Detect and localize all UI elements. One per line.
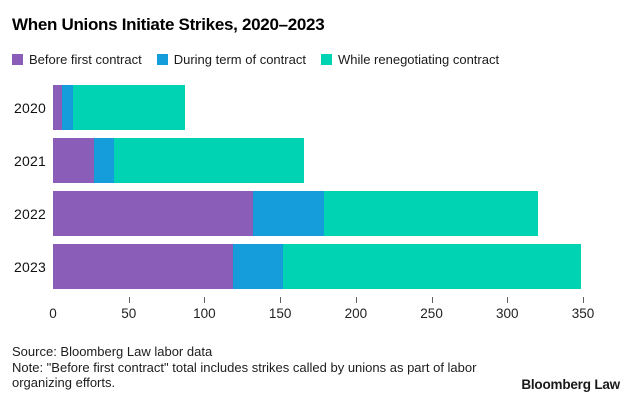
tick-label: 150: [268, 306, 292, 321]
bar-segment: [233, 244, 284, 289]
tick-label: 100: [193, 306, 216, 321]
year-label: 2020: [14, 99, 46, 116]
legend-item: Before first contract: [12, 52, 142, 67]
bar-segment: [252, 191, 325, 236]
bar-track: [53, 138, 583, 183]
chart-row: 2022: [12, 191, 633, 236]
bar-segment: [53, 85, 63, 130]
legend-label: During term of contract: [173, 52, 306, 67]
tick-label: 350: [571, 306, 595, 321]
legend-item: During term of contract: [156, 52, 306, 67]
bar-segment: [324, 191, 538, 236]
bar-segment: [72, 85, 185, 130]
tick-mark: [128, 297, 130, 303]
tick-label: 0: [49, 306, 57, 321]
legend-swatch-icon: [12, 54, 23, 65]
bar-segment: [283, 244, 582, 289]
source-text: Source: Bloomberg Law labor data: [12, 344, 213, 359]
tick-label: 250: [420, 306, 443, 321]
bar-segment: [113, 138, 305, 183]
chart-title: When Unions Initiate Strikes, 2020–2023: [12, 15, 325, 34]
tick-mark: [355, 297, 357, 303]
bar-segment: [53, 244, 234, 289]
x-axis: 0 50 100 150 200 250 300 350: [49, 289, 594, 323]
bar-segment: [62, 85, 73, 130]
tick-mark: [583, 297, 584, 303]
tick-mark: [507, 297, 509, 303]
tick-mark: [280, 297, 282, 303]
bloomberg-law-logo: Bloomberg Law: [521, 377, 620, 392]
footer: Source: Bloomberg Law labor data Note: "…: [12, 344, 621, 391]
legend-item: While renegotiating contract: [320, 52, 500, 67]
tick-label: 50: [121, 306, 137, 321]
year-label: 2023: [14, 258, 46, 275]
bar-track: [53, 85, 583, 130]
bar-chart: 2020 2021 2022 2023: [12, 85, 633, 289]
chart-row: 2021: [12, 138, 633, 183]
bar-track: [53, 191, 583, 236]
note-text: Note: "Before first contract" total incl…: [12, 359, 477, 391]
year-label: 2022: [14, 205, 46, 222]
chart-row: 2023: [12, 244, 633, 289]
tick-mark: [431, 297, 433, 303]
year-label: 2021: [14, 152, 46, 169]
bar-track: [53, 244, 583, 289]
tick-label: 200: [344, 306, 368, 321]
legend-label: Before first contract: [29, 52, 142, 67]
legend: Before first contract During term of cont…: [12, 52, 621, 67]
chart-row: 2020: [12, 85, 633, 130]
legend-swatch-icon: [156, 54, 168, 65]
tick-mark: [204, 297, 206, 303]
bar-segment: [93, 138, 114, 183]
tick-label: 300: [496, 306, 519, 321]
bar-segment: [53, 138, 94, 183]
legend-label: While renegotiating contract: [337, 52, 500, 67]
legend-swatch-icon: [320, 54, 332, 65]
bar-segment: [53, 191, 253, 236]
